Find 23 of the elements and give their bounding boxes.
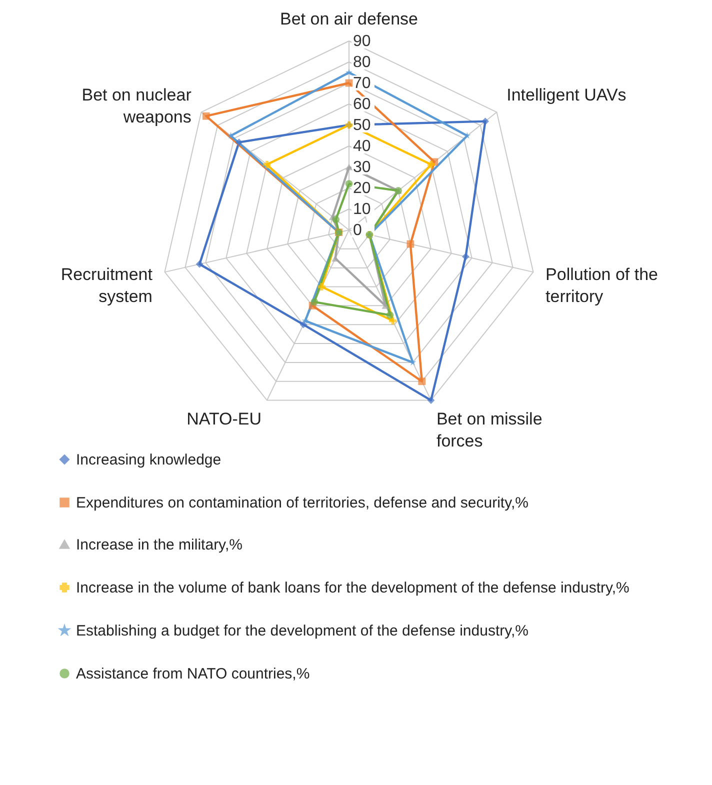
legend-label: Expenditures on contamination of territories, defense and security,% bbox=[76, 494, 528, 512]
spoke-label: Bet on nuclear weapons bbox=[82, 85, 192, 126]
legend-label: Increase in the volume of bank loans for the development of the defense industry,% bbox=[76, 580, 630, 596]
spoke-label: Pollution of the territory bbox=[546, 264, 658, 306]
y-tick-label: 60 bbox=[353, 96, 371, 113]
y-tick-label: 90 bbox=[353, 33, 371, 50]
legend-label: Increase in the military,% bbox=[76, 536, 242, 554]
spoke-label: NATO-EU bbox=[186, 410, 262, 429]
spoke-label: Bet on missile forces bbox=[436, 410, 542, 451]
spoke-label: Intelligent UAVs bbox=[506, 85, 626, 104]
y-tick-label: 70 bbox=[353, 75, 371, 92]
y-tick-label: 0 bbox=[353, 222, 362, 239]
spoke-label: Recruitment system bbox=[60, 264, 153, 306]
legend-label: Establishing a budget for the development of the defense industry,% bbox=[76, 622, 529, 640]
legend-label: Increasing knowledge bbox=[76, 452, 222, 468]
spoke-label: Bet on air defense bbox=[280, 9, 418, 28]
y-tick-label: 20 bbox=[353, 180, 371, 197]
y-tick-label: 40 bbox=[353, 138, 371, 155]
y-tick-label: 10 bbox=[353, 201, 371, 218]
legend-label: Assistance from NATO countries,% bbox=[76, 666, 310, 682]
y-tick-label: 50 bbox=[353, 117, 371, 134]
y-tick-label: 80 bbox=[353, 54, 371, 71]
y-tick-label: 30 bbox=[353, 159, 371, 176]
